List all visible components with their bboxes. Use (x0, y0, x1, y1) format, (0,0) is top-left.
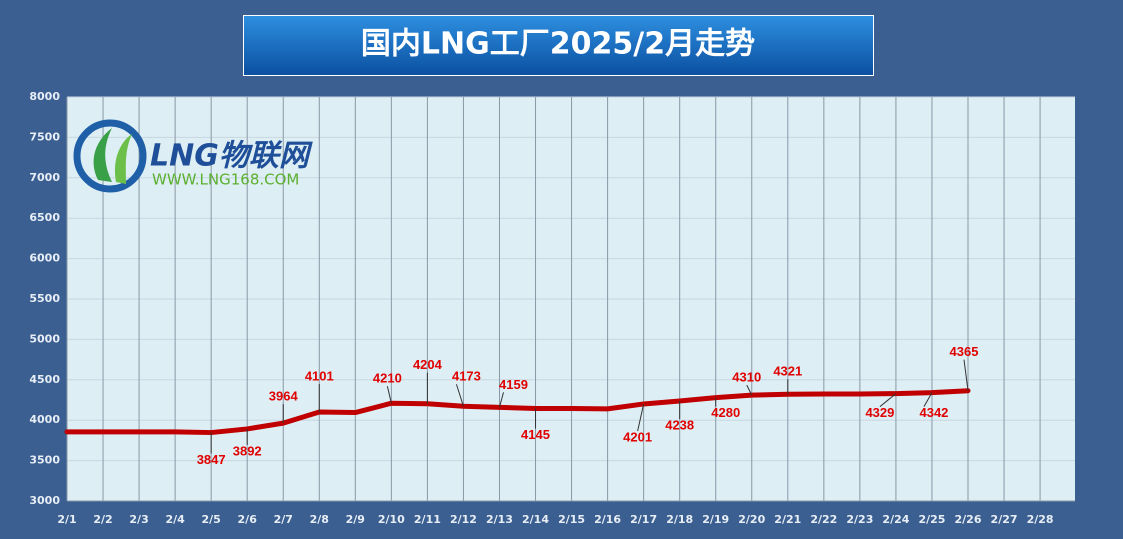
x-tick-label: 2/23 (846, 513, 873, 526)
y-tick-label: 6000 (29, 252, 60, 265)
x-tick-label: 2/11 (414, 513, 441, 526)
x-tick-label: 2/13 (486, 513, 513, 526)
x-tick-label: 2/5 (201, 513, 220, 526)
leader-line (963, 359, 969, 391)
x-tick-label: 2/25 (918, 513, 945, 526)
y-tick-label: 7000 (29, 171, 60, 184)
x-tick-label: 2/18 (666, 513, 693, 526)
x-tick-label: 2/4 (165, 513, 185, 526)
x-tick-label: 2/28 (1027, 513, 1054, 526)
data-label: 3964 (269, 389, 299, 404)
y-tick-label: 3500 (29, 454, 60, 467)
x-tick-label: 2/17 (630, 513, 657, 526)
leader-line (746, 384, 753, 396)
logo (73, 119, 147, 193)
leader-line (455, 384, 464, 407)
x-tick-label: 2/2 (93, 513, 112, 526)
x-tick-label: 2/19 (702, 513, 729, 526)
y-tick-label: 5000 (29, 332, 60, 345)
leader-line (923, 392, 933, 407)
x-tick-label: 2/27 (991, 513, 1018, 526)
x-tick-label: 2/24 (882, 513, 909, 526)
x-tick-label: 2/22 (810, 513, 837, 526)
x-tick-label: 2/14 (522, 513, 549, 526)
x-tick-label: 2/16 (594, 513, 621, 526)
y-tick-label: 6500 (29, 211, 60, 224)
x-tick-label: 2/1 (57, 513, 76, 526)
data-label: 4159 (499, 377, 528, 392)
y-tick-label: 3000 (29, 494, 60, 507)
y-tick-label: 8000 (29, 90, 60, 103)
leader-line (879, 393, 897, 408)
x-tick-label: 2/26 (955, 513, 982, 526)
data-label: 4173 (452, 369, 481, 384)
x-tick-label: 2/6 (238, 513, 258, 526)
x-tick-label: 2/10 (378, 513, 405, 526)
data-label: 4238 (665, 417, 694, 432)
title-box (243, 15, 874, 76)
leader-line (386, 386, 392, 404)
x-tick-label: 2/21 (774, 513, 801, 526)
data-label: 4321 (773, 364, 802, 379)
logo-url: WWW.LNG168.COM (152, 171, 299, 189)
y-tick-label: 5500 (29, 292, 60, 305)
y-tick-label: 4500 (29, 373, 60, 386)
data-label: 4365 (950, 344, 979, 359)
x-tick-label: 2/12 (450, 513, 477, 526)
data-label: 4101 (305, 368, 334, 383)
leader-line (498, 392, 504, 408)
data-label: 4145 (521, 427, 550, 442)
x-tick-label: 2/7 (274, 513, 293, 526)
y-tick-label: 4000 (29, 413, 60, 426)
data-label: 4280 (711, 405, 740, 420)
data-label: 3892 (233, 443, 262, 458)
y-tick-label: 7500 (29, 130, 60, 143)
x-tick-label: 2/20 (738, 513, 765, 526)
x-tick-label: 2/9 (346, 513, 365, 526)
data-label: 4204 (413, 357, 443, 372)
x-tick-label: 2/15 (558, 513, 585, 526)
leader-line (637, 403, 645, 432)
data-line (64, 388, 971, 436)
data-label: 3847 (197, 452, 226, 467)
data-label: 4201 (623, 429, 652, 444)
x-tick-label: 2/3 (129, 513, 148, 526)
logo-text: LNG物联网 (150, 139, 313, 174)
data-label: 4310 (732, 370, 761, 385)
chart-title: 国内LNG工厂2025/2月走势 (361, 27, 755, 62)
data-label: 4210 (373, 371, 402, 386)
data-label: 4342 (919, 405, 948, 420)
x-tick-label: 2/8 (310, 513, 329, 526)
data-label: 4329 (865, 405, 894, 420)
